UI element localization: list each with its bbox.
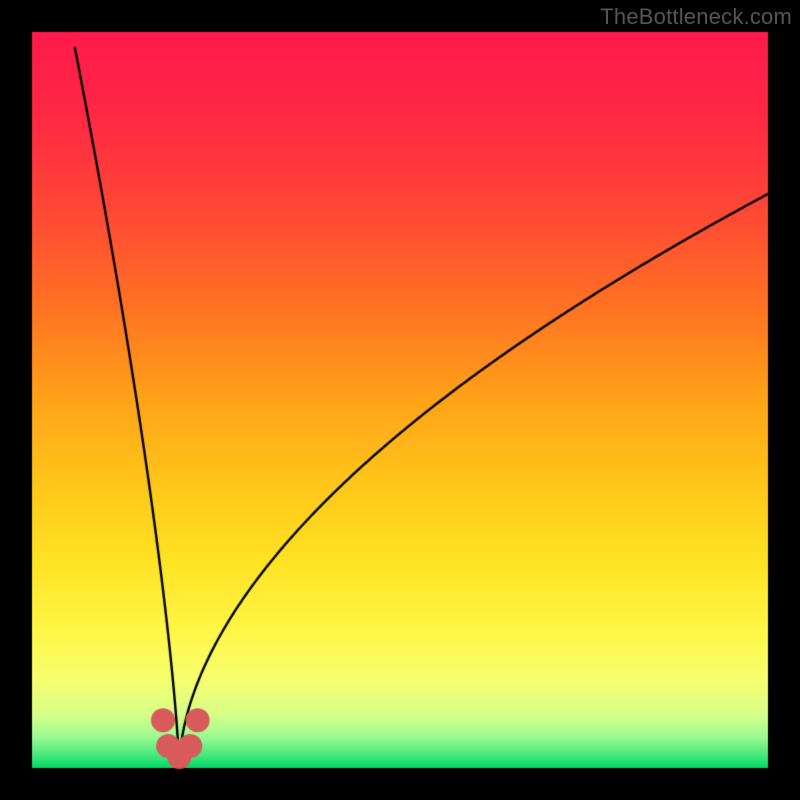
bottleneck-chart-canvas: [0, 0, 800, 800]
chart-container: TheBottleneck.com: [0, 0, 800, 800]
watermark-text: TheBottleneck.com: [600, 4, 792, 30]
